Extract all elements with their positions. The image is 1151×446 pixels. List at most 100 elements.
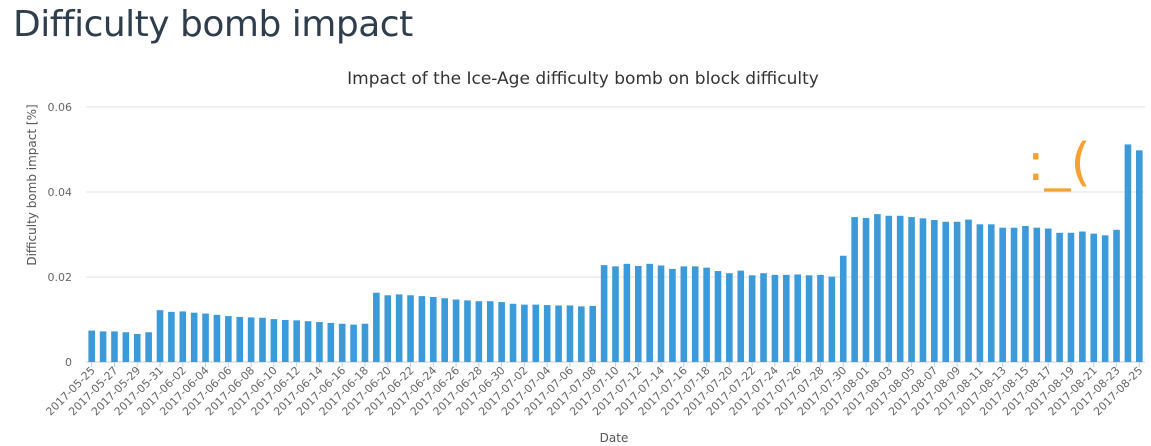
bar[interactable]: [703, 267, 710, 362]
bar[interactable]: [748, 275, 756, 362]
bar[interactable]: [839, 255, 847, 362]
bar[interactable]: [122, 332, 130, 362]
bar[interactable]: [828, 276, 836, 362]
bar[interactable]: [794, 274, 801, 362]
bar[interactable]: [270, 319, 278, 362]
bar[interactable]: [646, 263, 653, 362]
bar[interactable]: [179, 311, 187, 362]
bar[interactable]: [874, 214, 881, 362]
annotation-sad-face: :_(: [1027, 133, 1091, 193]
bar[interactable]: [350, 324, 357, 362]
bar[interactable]: [965, 219, 972, 362]
y-tick-label: 0.06: [48, 101, 73, 114]
bar[interactable]: [851, 217, 858, 362]
bar[interactable]: [680, 266, 688, 362]
bar[interactable]: [942, 221, 950, 362]
bar[interactable]: [361, 323, 369, 362]
bar[interactable]: [896, 215, 904, 362]
bar[interactable]: [783, 274, 790, 362]
bar[interactable]: [293, 320, 300, 362]
bar[interactable]: [145, 332, 152, 362]
bar[interactable]: [931, 220, 938, 362]
bar[interactable]: [805, 275, 813, 362]
x-axis-ticks: 2017-05-252017-05-272017-05-292017-05-31…: [43, 364, 1145, 418]
bar[interactable]: [281, 319, 289, 362]
bar[interactable]: [691, 266, 699, 362]
bar[interactable]: [1101, 235, 1109, 362]
bar[interactable]: [1056, 232, 1063, 362]
bar[interactable]: [885, 215, 893, 362]
bar[interactable]: [1033, 227, 1041, 362]
bar[interactable]: [304, 321, 312, 362]
bar[interactable]: [430, 296, 437, 362]
bar[interactable]: [657, 265, 665, 362]
bar[interactable]: [623, 263, 631, 362]
bar[interactable]: [316, 322, 323, 362]
bar[interactable]: [190, 312, 198, 362]
bar[interactable]: [236, 316, 244, 362]
bar[interactable]: [566, 305, 574, 362]
bar[interactable]: [407, 295, 414, 362]
bar[interactable]: [612, 266, 619, 362]
bar[interactable]: [475, 301, 483, 362]
bar[interactable]: [441, 298, 448, 362]
bar[interactable]: [452, 299, 460, 362]
bar[interactable]: [908, 217, 915, 362]
bar[interactable]: [498, 302, 505, 362]
bar[interactable]: [555, 305, 562, 362]
bar[interactable]: [634, 265, 642, 362]
bar[interactable]: [338, 323, 346, 362]
bar[interactable]: [600, 265, 608, 362]
bar[interactable]: [111, 331, 118, 362]
bar[interactable]: [521, 304, 528, 362]
bar[interactable]: [213, 314, 221, 362]
bar[interactable]: [168, 311, 175, 362]
bar[interactable]: [1113, 229, 1120, 362]
bar[interactable]: [373, 292, 380, 362]
bar[interactable]: [247, 317, 255, 362]
bar[interactable]: [760, 273, 767, 362]
bar[interactable]: [418, 296, 426, 362]
bar[interactable]: [578, 306, 585, 362]
bar[interactable]: [99, 331, 107, 362]
bar[interactable]: [726, 273, 733, 362]
bar[interactable]: [1090, 233, 1098, 362]
bar[interactable]: [202, 313, 209, 362]
bar[interactable]: [1136, 150, 1143, 362]
bar[interactable]: [862, 217, 870, 362]
bar[interactable]: [133, 333, 141, 362]
bar[interactable]: [532, 304, 540, 362]
bar[interactable]: [976, 224, 984, 362]
bar[interactable]: [543, 305, 551, 362]
bar[interactable]: [589, 305, 597, 362]
bar[interactable]: [327, 322, 335, 362]
bar[interactable]: [737, 270, 745, 362]
bar[interactable]: [953, 221, 961, 362]
bar[interactable]: [486, 301, 494, 362]
bar[interactable]: [1079, 231, 1086, 362]
bar[interactable]: [225, 316, 232, 362]
bar[interactable]: [987, 224, 995, 362]
bar[interactable]: [919, 218, 927, 362]
y-tick-label: 0: [65, 356, 72, 369]
bars: [88, 144, 1143, 367]
bar[interactable]: [509, 303, 517, 362]
bar[interactable]: [1010, 227, 1018, 362]
y-tick-label: 0.02: [48, 271, 73, 284]
bar[interactable]: [1044, 228, 1052, 362]
bar[interactable]: [714, 271, 722, 362]
bar[interactable]: [1124, 144, 1132, 362]
bar[interactable]: [395, 294, 403, 362]
bar[interactable]: [464, 300, 471, 362]
bar[interactable]: [999, 227, 1006, 362]
bar[interactable]: [384, 295, 392, 362]
bar[interactable]: [259, 317, 266, 362]
bar[interactable]: [1067, 232, 1075, 362]
bar[interactable]: [1022, 226, 1029, 362]
bar[interactable]: [88, 330, 95, 362]
bar[interactable]: [771, 274, 779, 362]
bar[interactable]: [817, 274, 824, 362]
bar[interactable]: [669, 268, 676, 362]
bar[interactable]: [156, 310, 164, 362]
